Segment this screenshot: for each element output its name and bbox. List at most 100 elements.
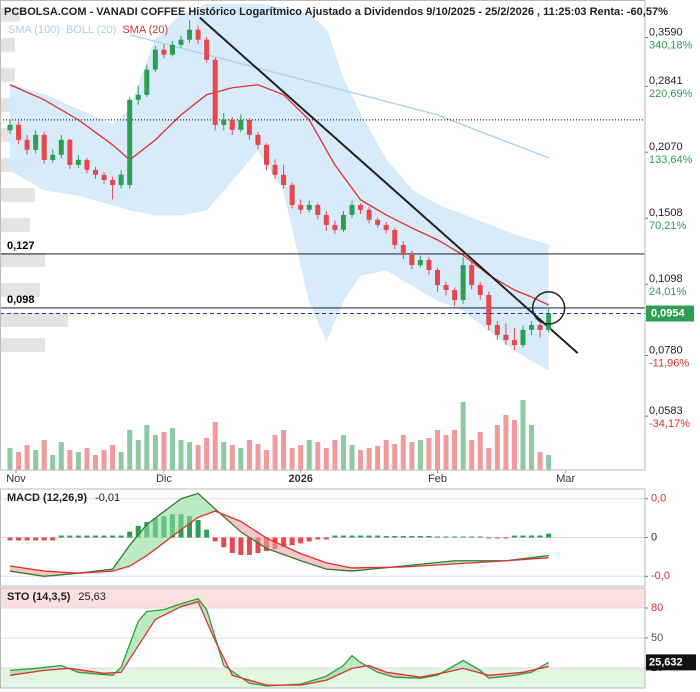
volume-bar: [263, 450, 269, 470]
histogram-bar: [469, 536, 475, 538]
volume-bar: [469, 440, 475, 470]
volume-bar: [315, 442, 321, 470]
y-tick-label: 0: [651, 531, 657, 543]
candle-body: [187, 29, 193, 40]
volume-bar: [187, 442, 193, 470]
volume-bar: [340, 435, 346, 470]
volume-bar: [118, 452, 124, 470]
volume-bar: [246, 440, 252, 470]
volume-bar: [212, 422, 218, 470]
histogram-bar: [315, 537, 321, 540]
x-tick-label: Mar: [556, 473, 575, 485]
volume-bar: [16, 452, 22, 470]
histogram-bar: [195, 520, 201, 538]
y-tick-label: 0,3590: [649, 26, 683, 38]
histogram-bar: [409, 535, 415, 538]
histogram-bar: [375, 535, 381, 538]
histogram-bar: [460, 536, 466, 538]
histogram-bar: [366, 535, 372, 538]
volume-profile-bar: [0, 7, 20, 22]
volume-bar: [33, 450, 39, 470]
candle-body: [93, 169, 99, 175]
last-price-box: [646, 305, 694, 322]
legend-entry: SMA (100): [8, 24, 60, 36]
candle-body: [452, 290, 458, 301]
volume-bar: [135, 440, 141, 470]
y-tick-label: 0,2841: [649, 75, 683, 87]
histogram-bar: [486, 537, 492, 539]
histogram-bar: [101, 535, 107, 538]
candle-body: [494, 324, 500, 335]
volume-bar: [306, 440, 312, 470]
candle-body: [537, 324, 543, 330]
histogram-bar: [426, 535, 432, 538]
candle-body: [50, 154, 56, 160]
candle-body: [41, 134, 47, 160]
trendline: [199, 16, 579, 354]
axis-background: [645, 0, 700, 692]
volume-bar: [409, 442, 415, 470]
volume-profile-bar: [0, 338, 45, 353]
candle-body: [315, 204, 321, 215]
candle-body: [375, 219, 381, 225]
volume-bar: [75, 452, 81, 470]
volume-bar: [161, 432, 167, 470]
candle-body: [417, 259, 423, 266]
candle-body: [255, 134, 261, 145]
histogram-bar: [383, 535, 389, 538]
candle-body: [101, 174, 107, 180]
candle-body: [358, 204, 364, 210]
sma20-line: [9, 84, 549, 306]
volume-profile-bar: [0, 283, 40, 298]
candle-body: [511, 340, 517, 346]
volume-bar: [477, 432, 483, 470]
volume-profile-bar: [0, 37, 15, 52]
candle-body: [229, 119, 235, 130]
histogram-bar: [229, 537, 235, 554]
candle-body: [152, 49, 158, 70]
candle-body: [212, 59, 218, 125]
candle-body: [24, 139, 30, 150]
volume-profile-bar: [0, 67, 15, 82]
histogram-bar: [349, 535, 355, 538]
indicator-line: [9, 510, 549, 574]
candle-body: [443, 285, 449, 291]
volume-bar: [349, 445, 355, 470]
histogram-bar: [187, 516, 193, 538]
panel-value: -0,01: [95, 492, 120, 504]
histogram-bar: [238, 537, 244, 555]
volume-profile-bar: [0, 252, 45, 267]
histogram-bar: [417, 535, 423, 538]
candle-body: [332, 224, 338, 230]
volume-bar: [255, 444, 261, 470]
histogram-bar: [58, 535, 64, 538]
candle-body: [306, 204, 312, 210]
volume-bar: [24, 445, 30, 470]
volume-bar: [7, 448, 13, 470]
y-tick-pct: 70,21%: [649, 220, 687, 232]
candle-body: [298, 204, 304, 210]
y-tick-pct: 133,64%: [649, 154, 693, 166]
volume-bar: [520, 400, 526, 470]
volume-bar: [443, 435, 449, 470]
candle-body: [75, 159, 81, 165]
candle-body: [520, 329, 526, 346]
y-tick-label: 50: [651, 632, 663, 644]
volume-bar: [67, 450, 73, 470]
y-tick-label: -0,0: [651, 570, 670, 582]
histogram-bar: [340, 535, 346, 538]
volume-bar: [41, 440, 47, 470]
candle-body: [110, 179, 116, 185]
histogram-bar: [529, 535, 535, 538]
bollinger-upper: [9, 4, 549, 246]
candle-body: [204, 39, 210, 60]
candle-body: [349, 204, 355, 215]
legend-entry: SMA (20): [122, 24, 168, 36]
volume-bar: [144, 425, 150, 470]
histogram-bar: [520, 535, 526, 538]
volume-bar: [417, 440, 423, 470]
x-tick-label: Nov: [6, 473, 26, 485]
candle-body: [178, 39, 184, 45]
volume-bar: [58, 442, 64, 470]
volume-bar: [110, 445, 116, 470]
